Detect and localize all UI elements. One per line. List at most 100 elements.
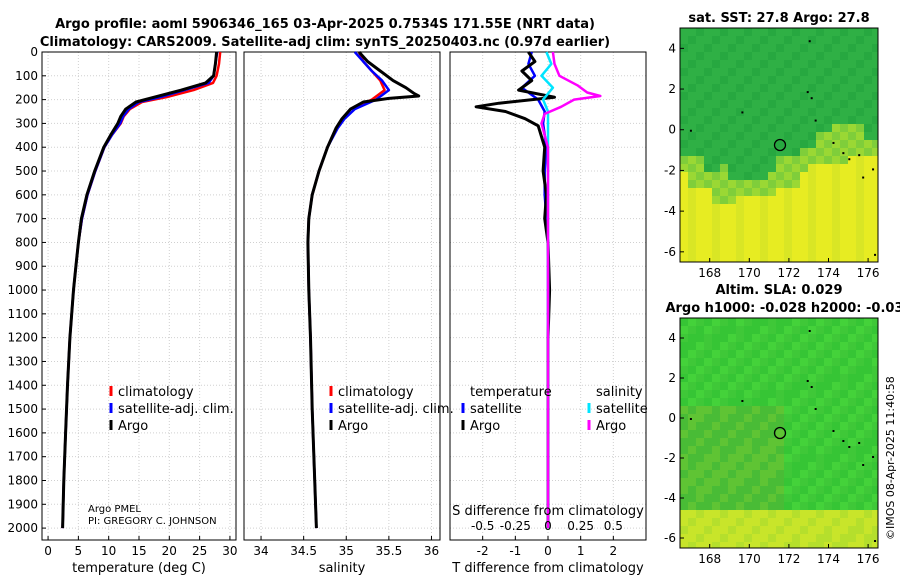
map-cell bbox=[704, 406, 712, 414]
map-cell bbox=[688, 534, 696, 542]
map-cell bbox=[832, 486, 840, 494]
map-cell bbox=[840, 228, 848, 236]
plot-frame bbox=[243, 51, 441, 541]
map-cell bbox=[752, 398, 760, 406]
map-cell bbox=[832, 342, 840, 350]
map-cell bbox=[824, 478, 832, 486]
map-cell bbox=[864, 334, 872, 342]
map-cell bbox=[720, 462, 728, 470]
map-cell bbox=[768, 52, 776, 60]
map-cell bbox=[872, 470, 878, 478]
map-cell bbox=[768, 108, 776, 116]
map-cell bbox=[872, 108, 878, 116]
map-cell bbox=[712, 100, 720, 108]
map-cell bbox=[840, 318, 848, 326]
map-cell bbox=[808, 462, 816, 470]
map-cell bbox=[792, 260, 800, 262]
island-mark bbox=[814, 119, 817, 122]
map-cell bbox=[856, 518, 864, 526]
map-cell bbox=[768, 318, 776, 326]
map-cell bbox=[808, 454, 816, 462]
map-cell bbox=[792, 148, 800, 156]
map-cell bbox=[816, 28, 824, 36]
map-cell bbox=[728, 422, 736, 430]
map-cell bbox=[872, 228, 878, 236]
map-cell bbox=[752, 446, 760, 454]
map-cell bbox=[688, 414, 696, 422]
map-cell bbox=[720, 470, 728, 478]
map-cell bbox=[824, 422, 832, 430]
map-cell bbox=[728, 196, 736, 204]
map-cell bbox=[680, 422, 688, 430]
map-cell bbox=[832, 84, 840, 92]
map-cell bbox=[736, 470, 744, 478]
map-cell bbox=[752, 188, 760, 196]
map-cell bbox=[760, 52, 768, 60]
map-cell bbox=[848, 196, 856, 204]
map-cell bbox=[680, 398, 688, 406]
map-cell bbox=[680, 52, 688, 60]
map-cell bbox=[720, 188, 728, 196]
map-cell bbox=[752, 132, 760, 140]
map-cell bbox=[728, 180, 736, 188]
map-cell bbox=[720, 132, 728, 140]
map-cell bbox=[808, 398, 816, 406]
map-cell bbox=[752, 382, 760, 390]
map-cell bbox=[728, 140, 736, 148]
map-cell bbox=[680, 68, 688, 76]
x-tick-label: 25 bbox=[192, 544, 207, 558]
map-cell bbox=[840, 148, 848, 156]
map-cell bbox=[696, 390, 704, 398]
map-cell bbox=[832, 180, 840, 188]
map-cell bbox=[768, 454, 776, 462]
map-cell bbox=[696, 116, 704, 124]
map-cell bbox=[776, 36, 784, 44]
map-cell bbox=[720, 398, 728, 406]
map-cell bbox=[728, 100, 736, 108]
map-cell bbox=[816, 220, 824, 228]
map-cell bbox=[824, 502, 832, 510]
map-cell bbox=[816, 430, 824, 438]
map-cell bbox=[776, 100, 784, 108]
map-cell bbox=[704, 132, 712, 140]
map-cell bbox=[680, 438, 688, 446]
map-cell bbox=[696, 60, 704, 68]
map-cell bbox=[800, 196, 808, 204]
map-cell bbox=[712, 494, 720, 502]
map-cell bbox=[824, 228, 832, 236]
map-cell bbox=[712, 542, 720, 548]
map-cell bbox=[680, 92, 688, 100]
map-cell bbox=[800, 188, 808, 196]
map-cell bbox=[712, 470, 720, 478]
map-cell bbox=[680, 28, 688, 36]
map-cell bbox=[824, 438, 832, 446]
map-cell bbox=[760, 156, 768, 164]
map-cell bbox=[808, 438, 816, 446]
map-cell bbox=[776, 60, 784, 68]
map-cell bbox=[864, 140, 872, 148]
map-cell bbox=[784, 108, 792, 116]
map-cell bbox=[728, 398, 736, 406]
map-cell bbox=[800, 100, 808, 108]
map-cell bbox=[704, 204, 712, 212]
map-cell bbox=[704, 164, 712, 172]
map-cell bbox=[728, 518, 736, 526]
map-cell bbox=[800, 124, 808, 132]
map-cell bbox=[816, 92, 824, 100]
map-cell bbox=[744, 140, 752, 148]
map-cell bbox=[872, 220, 878, 228]
map-cell bbox=[696, 478, 704, 486]
map-cell bbox=[824, 510, 832, 518]
map-cell bbox=[752, 28, 760, 36]
x-tick-label: 34.5 bbox=[290, 544, 317, 558]
map-cell bbox=[848, 68, 856, 76]
map-cell bbox=[720, 422, 728, 430]
map-cell bbox=[752, 430, 760, 438]
map-cell bbox=[848, 486, 856, 494]
map-cell bbox=[688, 502, 696, 510]
map-cell bbox=[736, 318, 744, 326]
map-cell bbox=[800, 76, 808, 84]
map-cell bbox=[760, 172, 768, 180]
map-cell bbox=[680, 390, 688, 398]
